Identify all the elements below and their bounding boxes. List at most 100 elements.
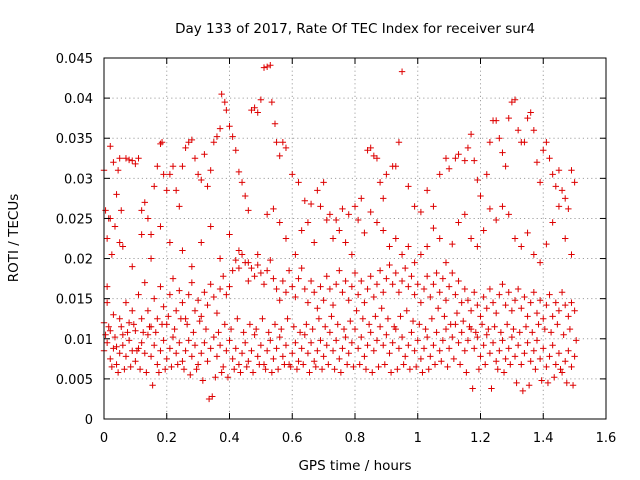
data-point — [303, 321, 310, 328]
x-axis-label: GPS time / hours — [298, 458, 411, 474]
data-point — [144, 215, 152, 222]
data-point — [568, 299, 575, 306]
data-point — [235, 264, 243, 272]
data-point — [257, 96, 265, 103]
data-point — [276, 219, 283, 226]
data-point — [140, 329, 147, 336]
data-point — [439, 275, 447, 282]
data-point — [270, 205, 277, 213]
data-point — [436, 289, 443, 296]
data-point — [449, 333, 456, 341]
data-point — [263, 347, 271, 355]
data-point — [380, 195, 387, 202]
x-tick-label: 0.6 — [282, 431, 303, 446]
data-point — [405, 243, 412, 250]
data-point — [392, 163, 399, 170]
data-point — [320, 179, 327, 186]
data-point — [486, 350, 494, 357]
data-point — [276, 333, 283, 341]
data-point — [254, 261, 261, 269]
data-point — [116, 315, 123, 322]
data-point — [169, 333, 177, 341]
data-point — [113, 343, 120, 350]
data-point — [554, 321, 561, 328]
data-point — [122, 299, 130, 306]
data-point — [279, 139, 287, 146]
data-point — [154, 361, 161, 368]
data-point — [411, 291, 418, 298]
data-point — [499, 203, 506, 210]
data-point — [220, 363, 227, 371]
data-point — [160, 171, 167, 178]
data-point — [105, 323, 112, 330]
data-point — [362, 366, 370, 373]
data-point — [502, 163, 509, 170]
data-point — [248, 264, 255, 272]
data-point — [271, 321, 279, 328]
data-point — [260, 281, 268, 288]
data-point — [442, 259, 450, 266]
data-point — [223, 347, 230, 355]
data-point — [248, 347, 255, 355]
data-point — [198, 239, 205, 246]
data-point — [323, 341, 330, 349]
data-point — [492, 117, 500, 124]
data-point — [555, 350, 563, 357]
data-point — [326, 211, 334, 218]
data-point — [180, 366, 188, 373]
data-point — [373, 281, 381, 288]
data-point — [122, 353, 130, 360]
data-point — [154, 163, 161, 170]
data-point — [518, 243, 525, 250]
data-point — [138, 207, 145, 214]
data-point — [220, 273, 227, 280]
data-point — [235, 168, 243, 176]
data-point — [464, 337, 472, 344]
data-point — [114, 167, 122, 174]
data-point — [191, 155, 199, 162]
data-point — [514, 341, 522, 349]
x-tick-label: 0.4 — [219, 431, 240, 446]
data-point — [311, 239, 318, 246]
data-point — [370, 293, 378, 301]
data-point — [317, 283, 324, 290]
data-point — [147, 231, 155, 238]
x-tick-label: 1.4 — [533, 431, 554, 446]
data-point — [430, 224, 437, 232]
data-point — [380, 227, 387, 234]
data-point — [433, 329, 440, 336]
data-point — [364, 285, 371, 293]
data-point — [571, 353, 578, 360]
data-point — [347, 317, 354, 325]
data-point — [449, 269, 456, 277]
data-point — [354, 345, 362, 352]
data-point — [240, 329, 247, 336]
data-point — [119, 331, 127, 338]
data-point — [119, 341, 127, 349]
data-point — [339, 205, 346, 213]
data-point — [367, 273, 374, 280]
data-point — [428, 315, 436, 322]
data-point — [422, 325, 429, 333]
data-point — [572, 337, 580, 344]
data-point — [234, 315, 241, 322]
data-point — [445, 345, 453, 352]
data-point — [161, 366, 169, 373]
data-point — [392, 235, 399, 242]
data-point — [447, 321, 454, 328]
data-point — [198, 350, 205, 357]
data-point — [304, 299, 312, 306]
data-point — [480, 293, 487, 301]
data-point — [464, 297, 472, 304]
data-point — [254, 353, 261, 360]
data-point — [278, 325, 285, 333]
data-point — [132, 327, 139, 334]
x-tick-label: 0 — [100, 431, 108, 446]
data-point — [409, 317, 417, 325]
data-point — [323, 216, 330, 224]
data-point — [389, 339, 396, 346]
data-point — [436, 347, 443, 355]
data-point — [143, 369, 150, 376]
data-point — [480, 341, 487, 349]
data-point — [292, 251, 299, 258]
